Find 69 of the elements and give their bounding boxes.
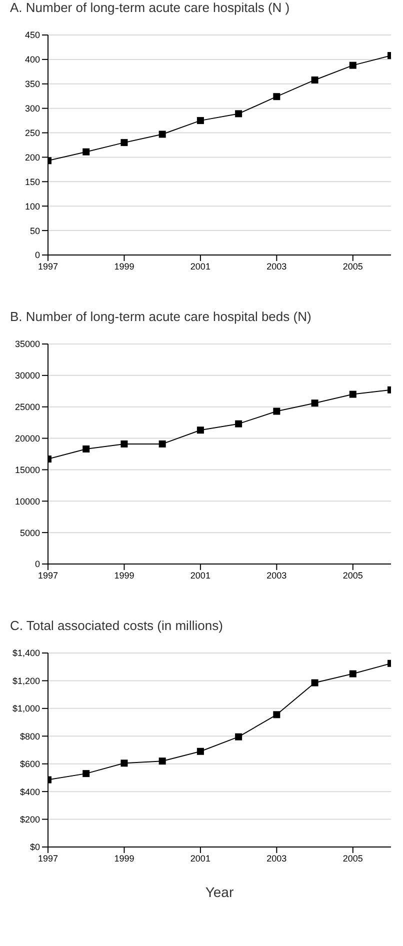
point — [349, 62, 356, 69]
point — [235, 420, 242, 428]
x-tick-label: 2001 — [190, 853, 210, 864]
x-tick-label: 2005 — [342, 570, 363, 580]
y-tick-label: 150 — [24, 176, 40, 187]
point — [349, 670, 356, 678]
point — [311, 679, 318, 686]
point — [158, 440, 166, 448]
x-tick-label: 1997 — [38, 261, 58, 272]
y-tick-label: 250 — [24, 128, 40, 138]
y-tick-label: 20000 — [14, 433, 40, 444]
point — [196, 426, 204, 434]
x-axis-title: Year — [205, 884, 234, 900]
chart-title: A. Number of long-term acute care hospitals (N ) — [10, 0, 291, 15]
y-tick-label: 100 — [24, 201, 40, 212]
y-tick-label: 350 — [24, 79, 40, 90]
y-tick-label: $1,400 — [12, 648, 40, 658]
y-tick-label: 30000 — [14, 370, 40, 381]
chart-title: C. Total associated costs (in millions) — [10, 618, 224, 633]
point — [273, 711, 280, 718]
point — [349, 390, 356, 398]
x-tick-label: 2003 — [266, 853, 287, 864]
x-tick-label: 1999 — [114, 853, 134, 864]
y-tick-label: $200 — [20, 814, 40, 824]
y-tick-label: $1,000 — [12, 704, 40, 714]
y-tick-label: 10000 — [14, 496, 40, 506]
x-tick-label: 1999 — [114, 570, 134, 580]
y-tick-label: 200 — [24, 152, 40, 162]
y-tick-label: 450 — [24, 30, 40, 40]
x-tick-label: 1997 — [38, 853, 58, 864]
point — [273, 408, 280, 415]
y-tick-label: 5000 — [20, 528, 40, 538]
y-tick-label: 400 — [24, 54, 40, 65]
x-tick-label: 2003 — [266, 570, 287, 580]
point — [158, 758, 166, 765]
y-tick-label: $400 — [20, 786, 40, 797]
y-tick-label: $600 — [20, 759, 40, 770]
y-tick-label: 50 — [30, 226, 40, 236]
point — [235, 110, 242, 118]
y-tick-label: $800 — [20, 731, 40, 742]
point — [196, 748, 204, 755]
y-tick-label: $1,200 — [12, 676, 40, 686]
x-tick-label: 2005 — [342, 853, 363, 864]
point — [120, 760, 128, 767]
y-tick-label: 15000 — [14, 464, 40, 475]
y-tick-label: 0 — [34, 559, 40, 570]
y-tick-label: 25000 — [14, 402, 40, 412]
point — [82, 148, 90, 156]
x-tick-label: 2005 — [342, 261, 363, 272]
x-tick-label: 1997 — [38, 570, 58, 580]
point — [311, 76, 318, 84]
point — [235, 733, 242, 740]
point — [158, 130, 166, 138]
point — [82, 445, 90, 452]
point — [273, 93, 280, 100]
x-tick-label: 2001 — [190, 570, 210, 580]
point — [196, 117, 204, 124]
point — [120, 440, 128, 448]
y-tick-label: $0 — [30, 842, 40, 852]
chart-title: B. Number of long-term acute care hospital beds (N) — [10, 309, 312, 324]
x-tick-label: 1999 — [114, 261, 134, 272]
y-tick-label: 35000 — [14, 339, 40, 350]
point — [311, 400, 318, 407]
y-tick-label: 0 — [34, 250, 40, 260]
y-tick-label: 300 — [24, 104, 40, 114]
point — [82, 770, 90, 778]
x-tick-label: 2003 — [266, 261, 287, 272]
point — [120, 139, 128, 146]
x-tick-label: 2001 — [190, 261, 210, 272]
